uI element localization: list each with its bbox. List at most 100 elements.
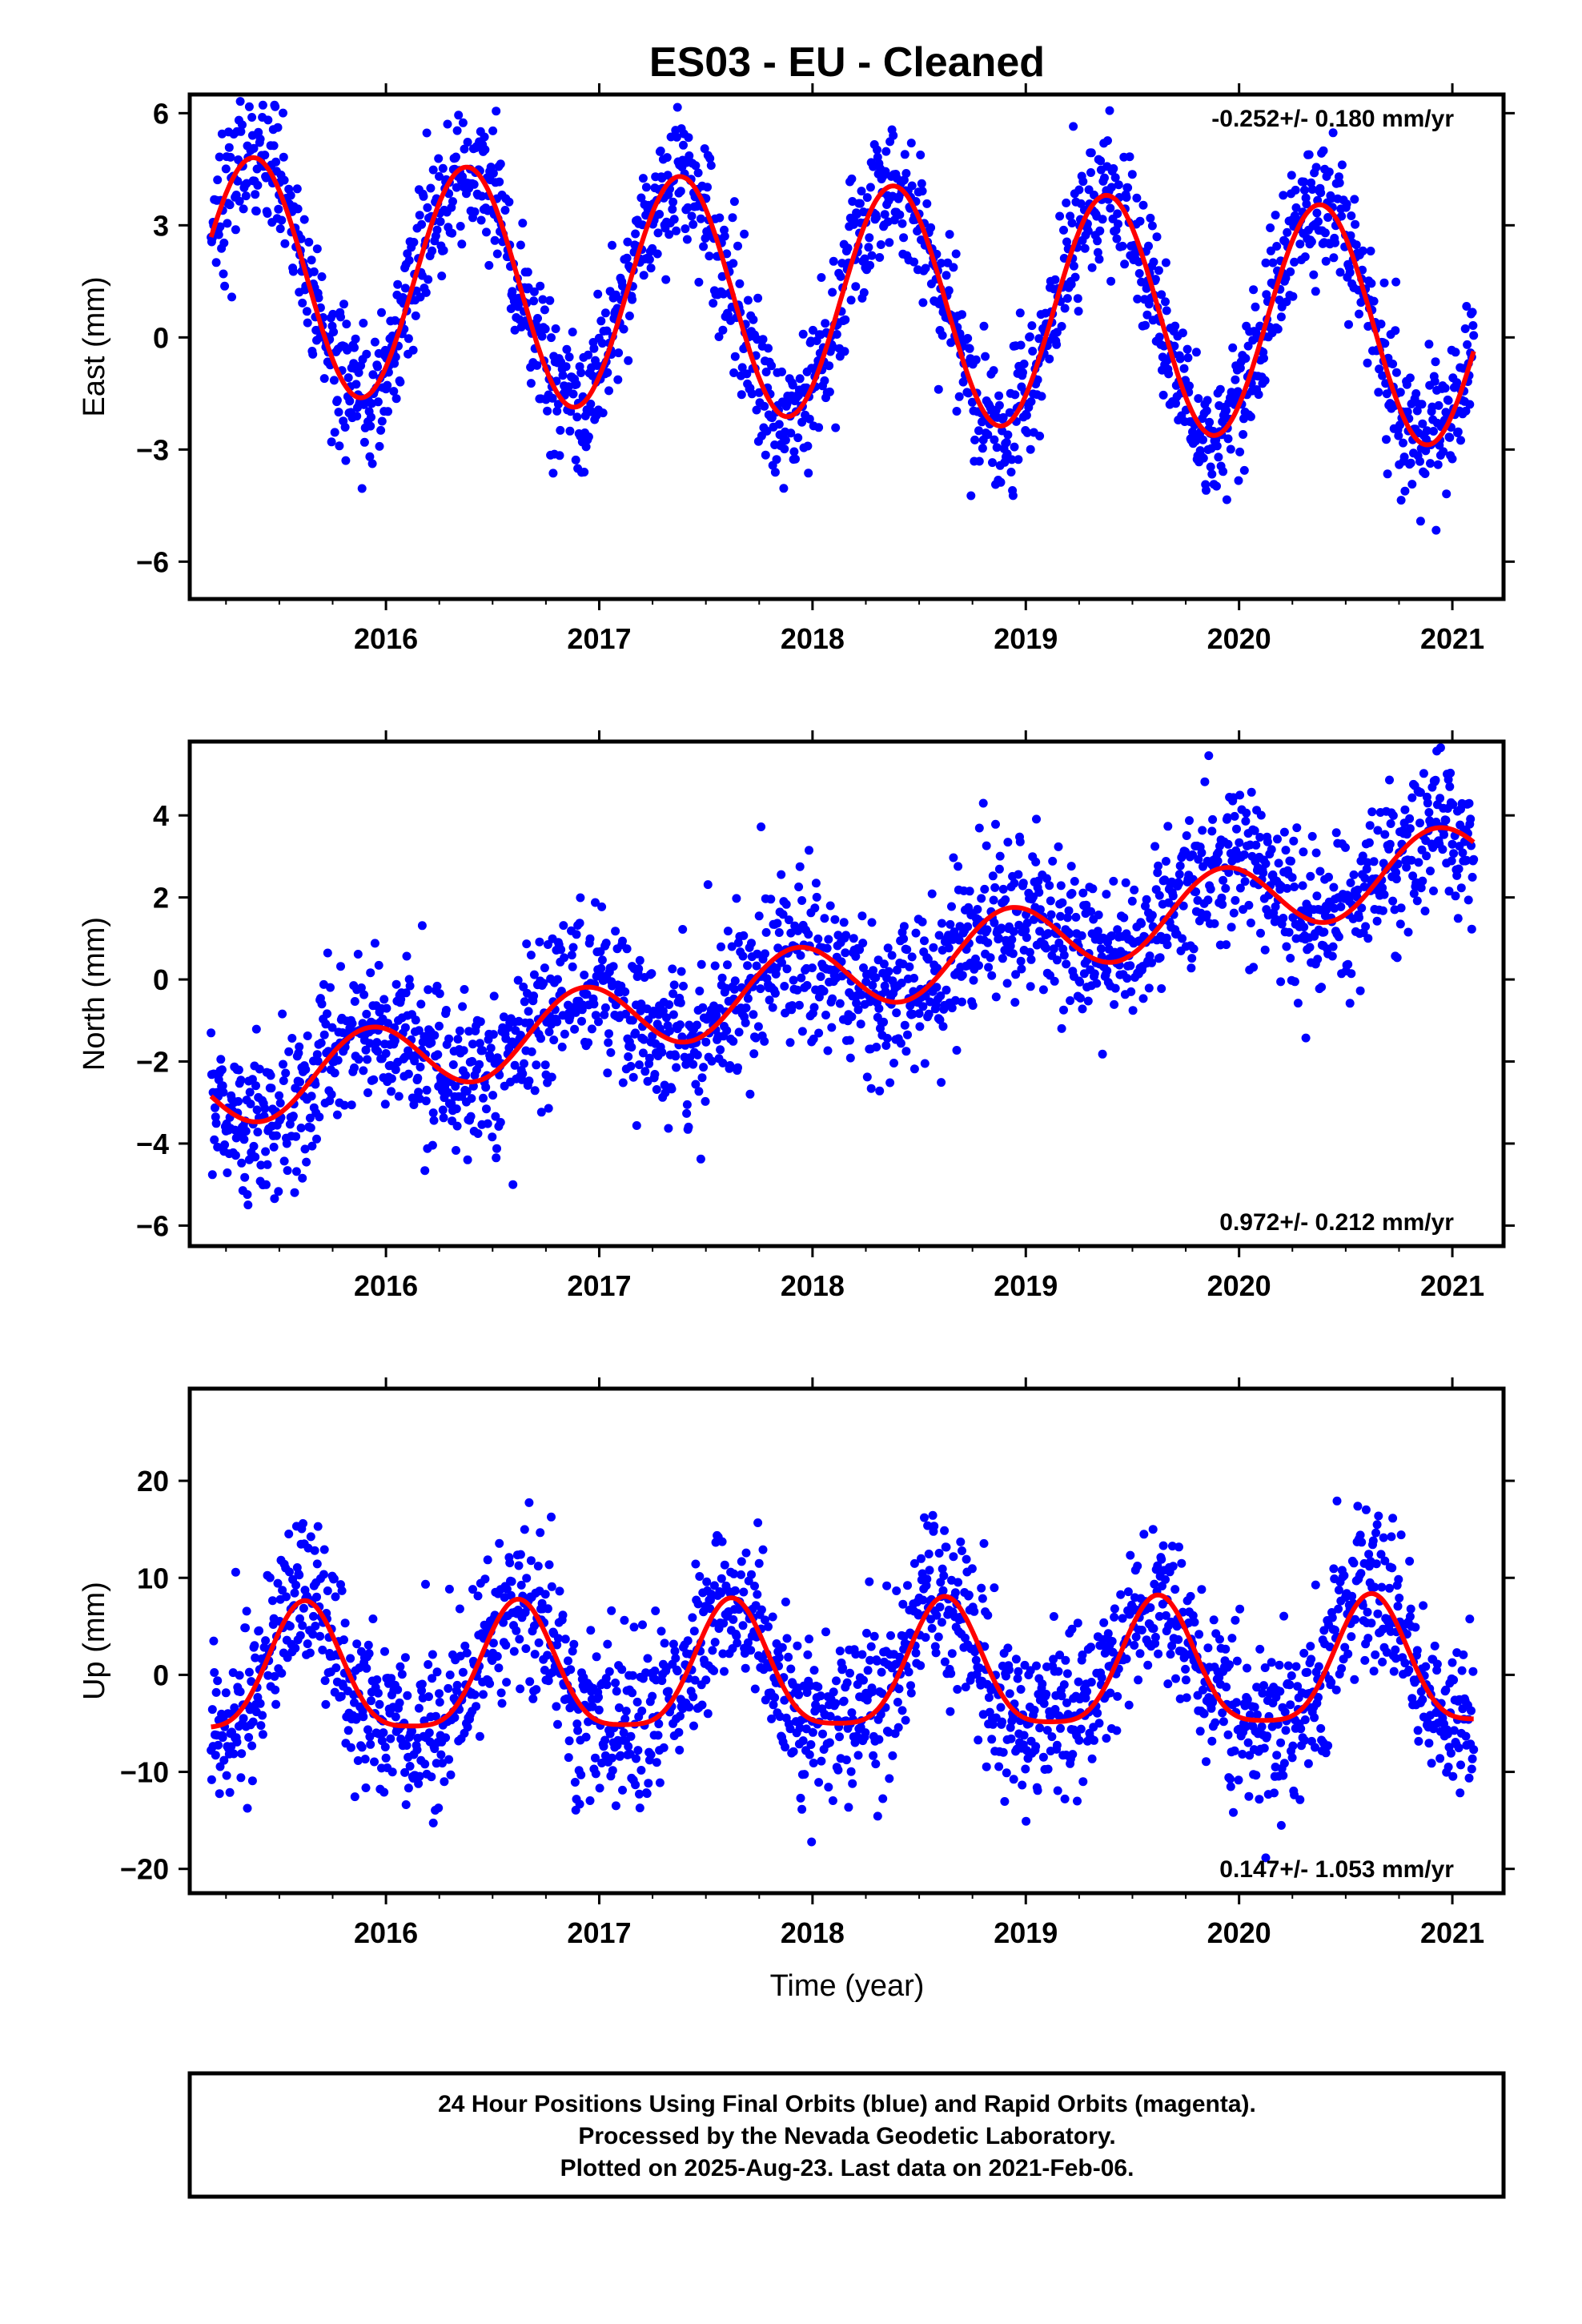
data-point [404, 334, 413, 344]
data-point [255, 1626, 263, 1635]
data-point [1466, 814, 1476, 824]
data-point [436, 1750, 446, 1759]
data-point [1435, 743, 1445, 753]
data-point [963, 922, 973, 931]
data-point [331, 1592, 340, 1602]
data-point [404, 975, 414, 984]
data-point [1010, 442, 1019, 452]
data-point [1464, 895, 1473, 905]
data-point [1441, 815, 1451, 825]
data-point [946, 1707, 955, 1716]
data-point [589, 999, 599, 1009]
data-point [626, 1731, 636, 1741]
data-point [359, 1066, 368, 1076]
data-point [761, 927, 771, 937]
data-point [821, 1627, 830, 1637]
data-point [1319, 927, 1329, 937]
data-point [820, 914, 829, 923]
data-point [1147, 911, 1157, 920]
data-point [526, 951, 536, 960]
data-point [794, 883, 804, 891]
data-point [624, 312, 634, 320]
data-point [676, 1020, 685, 1030]
data-point [1164, 369, 1174, 379]
data-point [539, 979, 548, 988]
data-point [1157, 290, 1166, 300]
data-point [722, 1026, 732, 1035]
data-point [650, 1070, 660, 1079]
data-point [845, 1035, 854, 1045]
data-point [423, 203, 432, 212]
data-point [714, 332, 724, 341]
data-point [693, 1599, 703, 1609]
data-point [789, 975, 798, 985]
data-point [832, 330, 841, 339]
data-point [261, 1636, 271, 1646]
data-point [947, 1649, 957, 1659]
data-point [524, 1007, 533, 1016]
data-point [417, 219, 427, 229]
data-point [613, 375, 623, 384]
data-point [247, 1741, 257, 1751]
data-point [921, 1633, 930, 1642]
data-point [929, 943, 938, 952]
data-point [872, 1043, 881, 1051]
data-point [803, 441, 813, 451]
data-point [971, 1655, 981, 1665]
data-point [637, 1707, 647, 1715]
data-point [1291, 185, 1300, 195]
data-point [387, 1087, 396, 1096]
data-point [273, 123, 283, 132]
data-point [1075, 977, 1085, 987]
data-point [1259, 868, 1268, 878]
data-point [495, 177, 504, 187]
data-point [816, 1691, 825, 1701]
data-point [339, 300, 348, 309]
data-point [318, 1645, 327, 1655]
data-point [622, 253, 632, 263]
data-point [1420, 907, 1430, 916]
data-point [793, 985, 802, 995]
data-point [893, 1698, 902, 1707]
data-point [696, 214, 705, 223]
data-point [1313, 955, 1323, 964]
data-point [845, 1668, 854, 1678]
data-point [1292, 823, 1302, 833]
data-point [1110, 999, 1119, 1009]
data-point [430, 1031, 440, 1040]
data-point [247, 113, 257, 122]
data-point [435, 1021, 444, 1031]
data-point [1130, 885, 1139, 895]
data-point [956, 1537, 966, 1546]
data-point [1086, 148, 1096, 158]
data-point [331, 1663, 341, 1673]
data-point [237, 1749, 247, 1759]
data-point [448, 228, 457, 238]
data-point [1329, 253, 1339, 263]
data-point [576, 893, 585, 903]
data-point [1259, 353, 1268, 363]
data-point [974, 961, 983, 971]
data-point [1231, 895, 1240, 905]
data-point [513, 302, 523, 312]
data-point [913, 1610, 923, 1620]
data-point [909, 257, 919, 267]
data-point [988, 871, 998, 881]
data-point [847, 174, 857, 183]
data-point [241, 1623, 250, 1633]
data-point [935, 1602, 945, 1612]
data-point [614, 348, 624, 358]
data-point [534, 1638, 544, 1647]
data-point [313, 1522, 323, 1531]
data-point [652, 1758, 661, 1767]
data-point [614, 1703, 624, 1712]
data-point [1448, 800, 1458, 810]
data-point [230, 1703, 239, 1712]
data-point [1121, 878, 1130, 887]
data-point [994, 934, 1004, 943]
data-point [620, 1714, 630, 1723]
data-point [965, 344, 974, 353]
data-point [749, 315, 758, 324]
data-point [1304, 150, 1314, 159]
data-point [705, 154, 715, 163]
